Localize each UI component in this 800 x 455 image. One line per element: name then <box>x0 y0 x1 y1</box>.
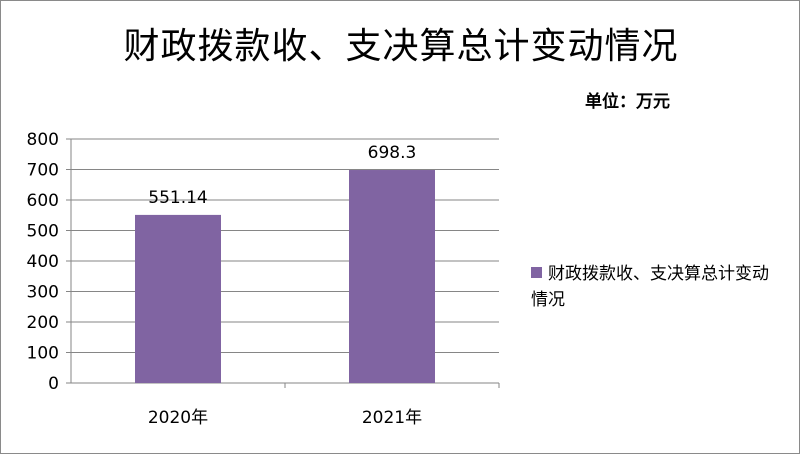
bar <box>349 170 435 383</box>
x-tick-label: 2020年 <box>148 408 208 428</box>
legend-swatch <box>531 267 542 278</box>
y-tick-label: 400 <box>27 252 59 272</box>
y-tick-label: 0 <box>48 374 59 394</box>
y-tick-label: 700 <box>27 161 59 181</box>
chart-title: 财政拨款收、支决算总计变动情况 <box>123 26 679 67</box>
y-tick-label: 800 <box>27 130 59 150</box>
y-tick-label: 100 <box>27 344 59 364</box>
y-tick-label: 500 <box>27 222 59 242</box>
bar <box>135 214 221 383</box>
legend: 财政拨款收、支决算总计变动情况 <box>531 261 781 313</box>
y-tick-label: 300 <box>27 283 59 303</box>
x-tick-label: 2021年 <box>362 408 422 428</box>
legend-label: 财政拨款收、支决算总计变动情况 <box>531 264 769 310</box>
data-label: 551.14 <box>148 188 207 208</box>
unit-label: 单位：万元 <box>585 92 670 112</box>
y-tick-label: 600 <box>27 191 59 211</box>
y-tick-label: 200 <box>27 313 59 333</box>
data-label: 698.3 <box>368 143 417 163</box>
